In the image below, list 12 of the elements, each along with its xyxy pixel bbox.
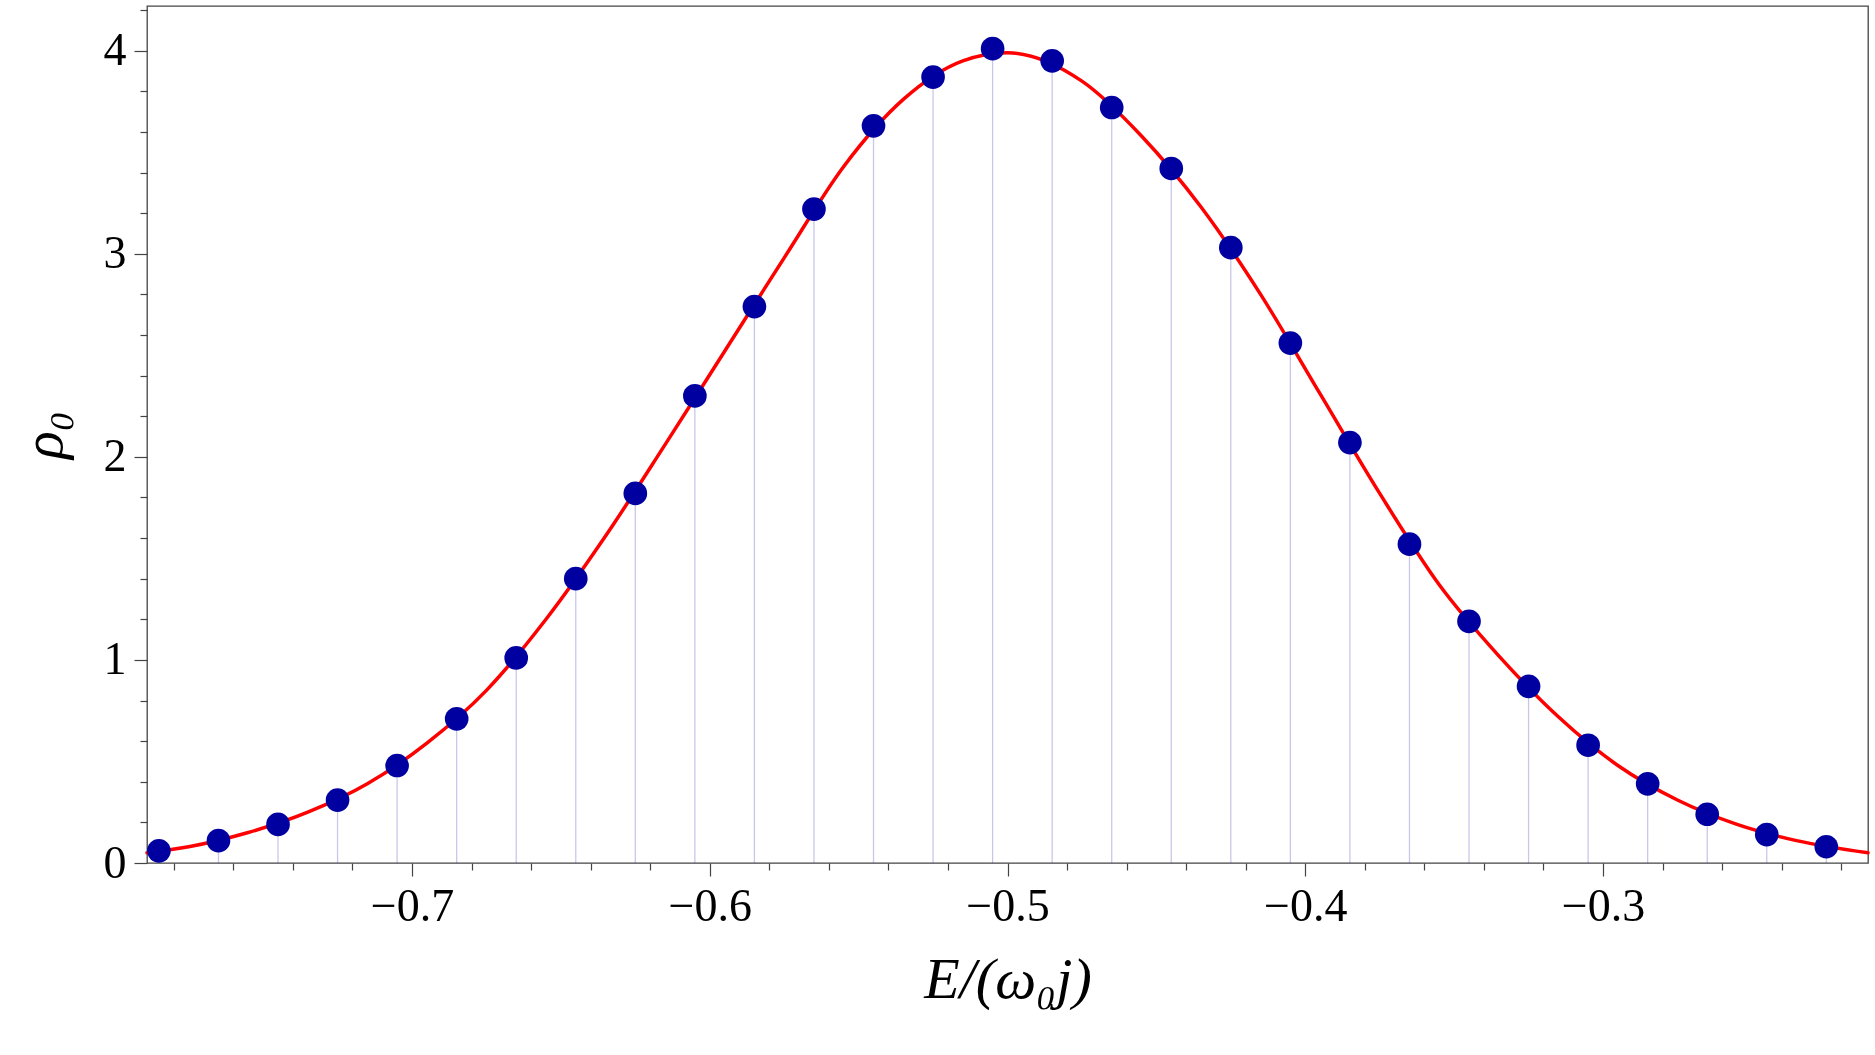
y-tick-label: 2	[103, 430, 127, 482]
x-tick-label: −0.3	[1561, 879, 1646, 931]
y-axis-title: ρ₀	[9, 410, 75, 462]
x-tick-label: −0.4	[1264, 879, 1348, 931]
x-tick-label: −0.6	[668, 879, 752, 931]
x-tick-label: −0.5	[966, 879, 1050, 931]
x-axis-title: E/(ω₀j)	[923, 945, 1092, 1011]
x-tick-label: −0.7	[370, 879, 455, 931]
y-tick-label: 4	[103, 24, 127, 76]
y-tick-label: 0	[103, 836, 127, 888]
y-tick-label: 1	[103, 633, 127, 685]
y-tick-label: 3	[103, 227, 127, 279]
